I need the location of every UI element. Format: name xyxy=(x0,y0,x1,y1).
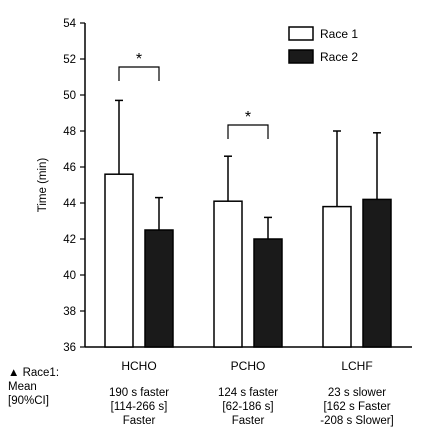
bar xyxy=(253,238,283,348)
significance-markers: ** xyxy=(118,51,269,139)
bar xyxy=(144,229,174,348)
x-tick-label: LCHF xyxy=(341,359,372,373)
bar xyxy=(104,173,134,348)
footer-row-label: ▲ Race1: Mean [90%CI] xyxy=(8,366,88,408)
y-tick-label: 52 xyxy=(63,54,76,66)
legend-label: Race 1 xyxy=(320,27,358,41)
bar xyxy=(213,200,243,348)
y-tick-label: 54 xyxy=(63,18,76,30)
y-tick-label: 40 xyxy=(63,270,76,282)
significance-star: * xyxy=(245,109,251,126)
axes: 36 38 40 42 44 46 48 50 52 54 Time (min) HCHO PCHO LC… xyxy=(37,18,412,373)
legend: Race 1 Race 2 xyxy=(288,26,358,64)
group-note-line: -208 s Slower] xyxy=(320,415,394,427)
x-tick-label: PCHO xyxy=(231,359,266,373)
y-tick-label: 38 xyxy=(63,306,76,318)
group-note-pcho: 124 s faster [62-186 s] Faster xyxy=(193,386,303,428)
footer-row-label-line: [90%CI] xyxy=(8,395,49,407)
group-note-lchf: 23 s slower [162 s Faster -208 s Slower] xyxy=(302,386,412,428)
bar xyxy=(362,198,392,348)
group-note-line: Faster xyxy=(122,415,156,427)
legend-swatch xyxy=(288,26,314,41)
footer-row-label-line: Mean xyxy=(8,381,37,393)
y-tick-label: 48 xyxy=(63,126,76,138)
footer-row-label-line: ▲ Race1: xyxy=(8,367,60,379)
bars xyxy=(104,173,392,348)
y-tick-label: 46 xyxy=(63,162,76,174)
legend-swatch xyxy=(288,49,314,64)
x-tick-label: HCHO xyxy=(121,359,156,373)
group-note-line: [62-186 s] xyxy=(222,401,274,413)
group-note-line: Faster xyxy=(231,415,265,427)
legend-label: Race 2 xyxy=(320,50,358,64)
group-note-line: [162 s Faster xyxy=(323,401,391,413)
group-note-line: 124 s faster xyxy=(217,387,279,399)
y-tick-label: 42 xyxy=(63,234,76,246)
group-note-hcho: 190 s faster [114-266 s] Faster xyxy=(84,386,194,428)
y-tick-label: 50 xyxy=(63,90,76,102)
group-note-line: 190 s faster xyxy=(108,387,170,399)
y-tick-label: 36 xyxy=(63,342,76,354)
error-bars xyxy=(115,99,381,239)
significance-bracket xyxy=(118,66,160,81)
y-axis-title: Time (min) xyxy=(37,158,49,213)
bar xyxy=(322,205,352,348)
y-tick-label: 44 xyxy=(63,198,76,210)
group-note-line: 23 s slower xyxy=(327,387,387,399)
significance-star: * xyxy=(136,51,142,68)
significance-bracket xyxy=(227,124,269,139)
group-note-line: [114-266 s] xyxy=(110,401,168,413)
